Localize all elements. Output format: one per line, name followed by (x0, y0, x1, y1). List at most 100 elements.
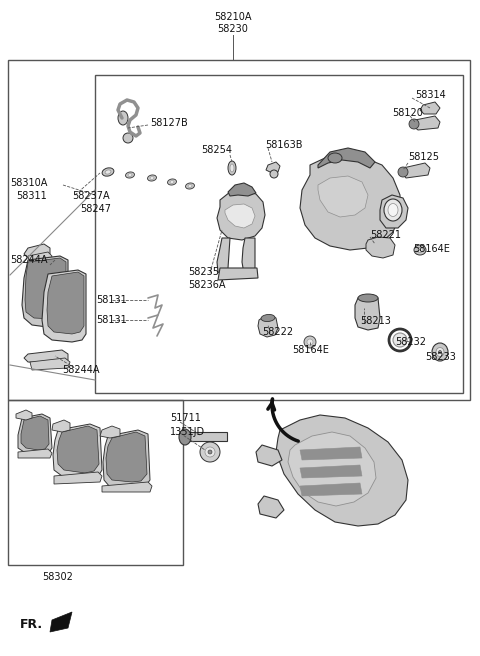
Polygon shape (28, 252, 52, 264)
Circle shape (398, 167, 408, 177)
Ellipse shape (384, 199, 402, 221)
Polygon shape (47, 272, 84, 334)
Ellipse shape (439, 350, 442, 354)
Text: 58236A: 58236A (188, 280, 226, 290)
Ellipse shape (128, 173, 132, 176)
Circle shape (409, 119, 419, 129)
Polygon shape (276, 415, 408, 526)
Polygon shape (300, 447, 362, 460)
Polygon shape (258, 496, 284, 518)
Polygon shape (225, 204, 255, 228)
Text: 58221: 58221 (370, 230, 401, 240)
Text: 58311: 58311 (16, 191, 47, 201)
Polygon shape (300, 483, 362, 496)
Circle shape (205, 447, 215, 457)
Text: 58163B: 58163B (265, 140, 302, 150)
Text: 1351JD: 1351JD (170, 427, 205, 437)
Text: 58247: 58247 (80, 204, 111, 214)
Text: 58232: 58232 (395, 337, 426, 347)
Ellipse shape (186, 183, 194, 189)
Text: 58210A: 58210A (214, 12, 252, 22)
Polygon shape (100, 426, 120, 438)
Ellipse shape (261, 314, 275, 321)
Polygon shape (57, 426, 99, 473)
Polygon shape (366, 237, 395, 258)
Ellipse shape (179, 429, 191, 445)
Text: 58164E: 58164E (413, 244, 450, 254)
Polygon shape (21, 416, 49, 450)
Circle shape (304, 336, 316, 348)
Circle shape (208, 450, 212, 454)
Bar (8, 400, 183, 565)
Ellipse shape (150, 176, 154, 180)
Polygon shape (53, 424, 102, 480)
Polygon shape (102, 482, 152, 492)
Ellipse shape (358, 294, 378, 302)
Polygon shape (18, 449, 52, 458)
Bar (8, 60, 470, 400)
Polygon shape (413, 116, 440, 130)
Text: 58233: 58233 (425, 352, 456, 362)
Ellipse shape (270, 170, 278, 178)
Polygon shape (103, 430, 150, 490)
Text: 58125: 58125 (408, 152, 439, 162)
Text: 58164E: 58164E (292, 345, 329, 355)
Polygon shape (288, 432, 376, 506)
Text: 58213: 58213 (360, 316, 391, 326)
Bar (95, 75, 463, 393)
Polygon shape (300, 465, 362, 478)
Bar (185, 432, 227, 441)
Polygon shape (16, 410, 32, 420)
Text: 58120: 58120 (392, 108, 423, 118)
Polygon shape (18, 414, 52, 456)
Text: 58222: 58222 (262, 327, 293, 337)
Text: 51711: 51711 (170, 413, 201, 423)
Polygon shape (42, 270, 86, 342)
Polygon shape (24, 350, 68, 363)
Text: 58244A: 58244A (62, 365, 99, 375)
Polygon shape (30, 358, 70, 370)
Ellipse shape (230, 164, 234, 172)
Polygon shape (22, 256, 68, 328)
Ellipse shape (170, 180, 174, 184)
Ellipse shape (118, 111, 128, 125)
Polygon shape (318, 148, 375, 168)
Text: 58131: 58131 (96, 295, 127, 305)
Ellipse shape (188, 184, 192, 188)
Ellipse shape (393, 333, 407, 347)
Text: 58127B: 58127B (150, 118, 188, 128)
Text: 58310A: 58310A (10, 178, 48, 188)
Ellipse shape (147, 175, 156, 181)
Text: 58244A: 58244A (10, 255, 48, 265)
Polygon shape (420, 102, 440, 114)
Polygon shape (402, 163, 430, 178)
Ellipse shape (417, 247, 423, 253)
Ellipse shape (228, 161, 236, 175)
Polygon shape (380, 195, 408, 228)
Polygon shape (266, 162, 280, 172)
Text: 58254: 58254 (202, 145, 232, 155)
Ellipse shape (388, 203, 398, 216)
Text: 58230: 58230 (217, 24, 249, 34)
Text: 58235: 58235 (188, 267, 219, 277)
Polygon shape (25, 258, 66, 319)
Ellipse shape (432, 343, 448, 361)
Ellipse shape (168, 179, 177, 185)
Ellipse shape (414, 245, 426, 255)
Polygon shape (218, 268, 258, 280)
Circle shape (307, 339, 313, 345)
Text: FR.: FR. (20, 618, 43, 631)
Polygon shape (24, 244, 50, 258)
Circle shape (200, 442, 220, 462)
Circle shape (123, 133, 133, 143)
Polygon shape (256, 445, 282, 466)
Polygon shape (318, 176, 368, 217)
Polygon shape (106, 432, 147, 482)
Polygon shape (50, 612, 72, 632)
Polygon shape (217, 190, 265, 240)
Polygon shape (228, 183, 256, 196)
Polygon shape (300, 155, 400, 250)
Polygon shape (217, 238, 230, 275)
Polygon shape (52, 420, 70, 432)
Polygon shape (258, 315, 278, 337)
